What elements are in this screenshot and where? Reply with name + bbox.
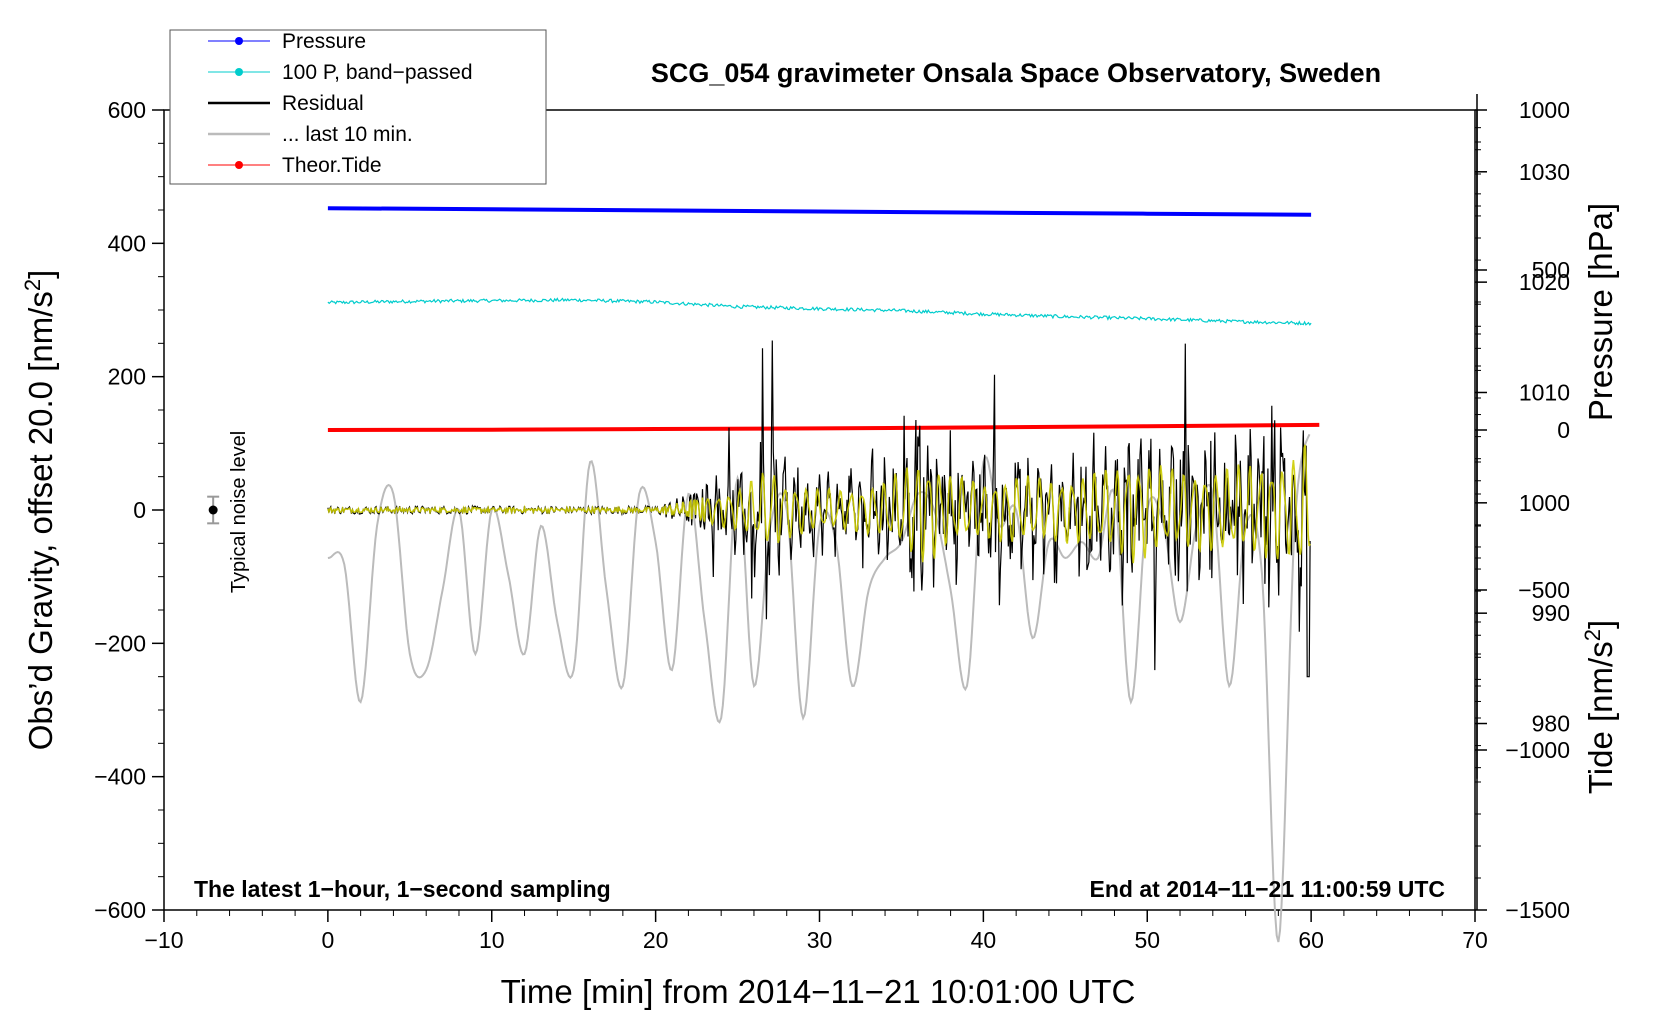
legend: Pressure 100 P, band−passed Residual ... la… [169, 29, 547, 185]
y-axis-label-pressure: Pressure [hPa] [1582, 203, 1619, 421]
series-theor-tide [327, 422, 1320, 432]
x-tick-label: 40 [971, 927, 997, 953]
pressure-tick-label: 1010 [1519, 379, 1570, 405]
axes-group: −10 0 10 20 30 40 50 60 706004002000−200−400−600… [94, 94, 1570, 953]
pressure-tick-label: 990 [1532, 600, 1570, 626]
x-tick-label: 70 [1462, 927, 1488, 953]
tide-tick-label: 1000 [1519, 97, 1570, 123]
y-left-tick-label: −400 [94, 764, 146, 790]
noise-marker-dot [208, 505, 218, 515]
x-tick-label: −10 [144, 927, 183, 953]
annotation-sampling: The latest 1−hour, 1−second sampling [194, 876, 611, 902]
tide-tick-label: −1000 [1505, 737, 1570, 763]
y-left-tick-label: 0 [133, 497, 146, 523]
series-100p-band-passed [327, 297, 1312, 326]
legend-label: Theor.Tide [282, 154, 382, 177]
tide-tick-label: −1500 [1505, 897, 1570, 923]
legend-label: ... last 10 min. [282, 123, 413, 146]
x-tick-label: 0 [321, 927, 334, 953]
y-left-tick-label: 600 [108, 97, 146, 123]
series-pressure [327, 206, 1312, 217]
annotation-end-time: End at 2014−11−21 11:00:59 UTC [1090, 876, 1445, 902]
pressure-tick-label: 1020 [1519, 269, 1570, 295]
legend-label: Pressure [282, 30, 366, 53]
y-left-tick-label: 400 [108, 230, 146, 256]
legend-marker [235, 161, 243, 169]
chart-title: SCG_054 gravimeter Onsala Space Observat… [651, 58, 1381, 88]
legend-label: 100 P, band−passed [282, 61, 473, 84]
x-tick-label: 20 [643, 927, 669, 953]
legend-marker [235, 68, 243, 76]
pressure-tick-label: 1030 [1519, 159, 1570, 185]
x-tick-label: 10 [479, 927, 505, 953]
x-tick-label: 50 [1134, 927, 1160, 953]
legend-label: Residual [282, 92, 364, 115]
noise-level-label: Typical noise level [228, 431, 250, 593]
y-axis-label-left: Obs’d Gravity, offset 20.0 [nm/s2] [20, 270, 60, 751]
y-left-tick-label: −600 [94, 897, 146, 923]
pressure-tick-label: 1000 [1519, 490, 1570, 516]
tide-tick-label: 0 [1557, 417, 1570, 443]
y-left-tick-label: 200 [108, 364, 146, 390]
tide-tick-label: 500 [1532, 257, 1570, 283]
tide-tick-label: −500 [1518, 577, 1570, 603]
x-axis-label: Time [min] from 2014−11−21 10:01:00 UTC [501, 973, 1136, 1010]
legend-marker [235, 37, 243, 45]
y-axis-label-tide: Tide [nm/s2] [1580, 620, 1620, 794]
series-band-passed-residual [327, 444, 1311, 564]
y-left-tick-label: −200 [94, 630, 146, 656]
series-group [207, 206, 1320, 943]
x-tick-label: 60 [1298, 927, 1324, 953]
pressure-tick-label: 980 [1532, 711, 1570, 737]
x-tick-label: 30 [807, 927, 833, 953]
